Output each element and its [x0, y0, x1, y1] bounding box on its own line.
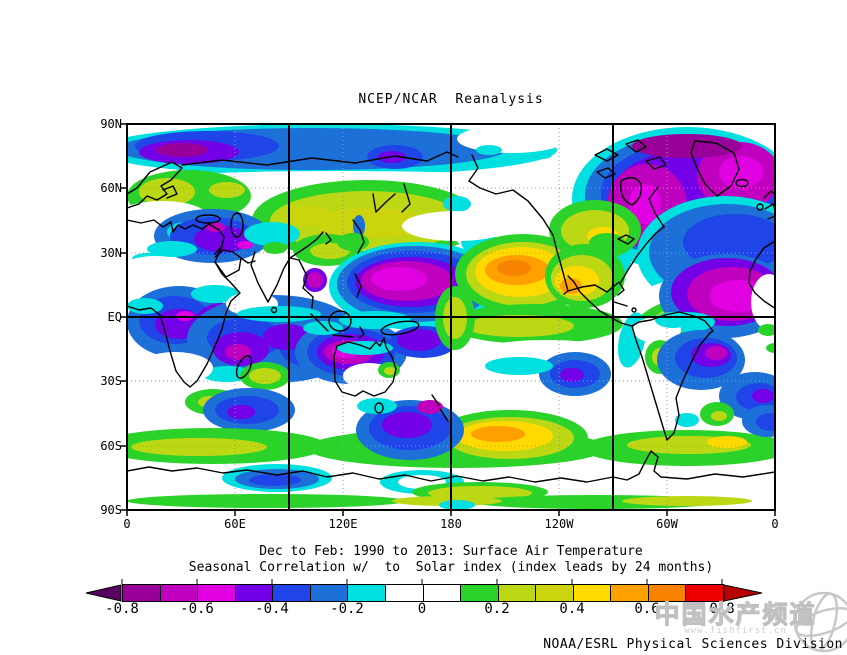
- colorbar-segment: [384, 585, 423, 601]
- colorbar-segment: [422, 585, 461, 601]
- colorbar-segment: [572, 585, 611, 601]
- y-axis-label-60s: 60S: [100, 439, 122, 453]
- colorbar-label: 0.6: [634, 601, 660, 617]
- colorbar-segment: [347, 585, 385, 601]
- colorbar-left-arrow: [85, 584, 122, 602]
- colorbar-label: 0.2: [484, 601, 510, 617]
- colorbar-segment: [685, 585, 723, 601]
- colorbar-ticks: [121, 579, 723, 584]
- y-axis-label-90n: 90N: [100, 117, 122, 131]
- y-axis-label-90s: 90S: [100, 503, 122, 517]
- colorbar-segment: [535, 585, 573, 601]
- colorbar-segment: [460, 585, 498, 601]
- colorbar-label: 0.8: [709, 601, 735, 617]
- caption-line-2: Seasonal Correlation w/ to Solar index (…: [188, 560, 714, 575]
- y-axis-label-eq: EQ: [107, 310, 122, 324]
- watermark-text: 中国水产频道: [654, 600, 817, 630]
- x-axis-label-60e: 60E: [224, 517, 246, 531]
- colorbar-label: -0.4: [255, 601, 289, 617]
- credit-text: NOAA/ESRL Physical Sciences Division: [543, 637, 843, 652]
- colorbar-segment: [197, 585, 235, 601]
- colorbar-segment: [647, 585, 686, 601]
- x-axis-label-180: 180: [440, 517, 462, 531]
- x-axis-label-60w: 60W: [656, 517, 678, 531]
- caption-line-1: Dec to Feb: 1990 to 2013: Surface Air Te…: [259, 544, 643, 559]
- colorbar: [122, 584, 724, 602]
- globe-icon: [793, 591, 847, 653]
- x-axis-label-0-right: 0: [771, 517, 779, 531]
- map-gridlines: [127, 124, 775, 510]
- x-axis-label-120w: 120W: [544, 517, 574, 531]
- colorbar-label: -0.2: [330, 601, 364, 617]
- colorbar-label: 0: [417, 601, 427, 617]
- plot-title: NCEP/NCAR Reanalysis: [358, 92, 544, 107]
- y-axis-label-60n: 60N: [100, 181, 122, 195]
- colorbar-segment: [309, 585, 348, 601]
- colorbar-segment: [159, 585, 198, 601]
- colorbar-label: -0.6: [180, 601, 214, 617]
- y-axis-label-30n: 30N: [100, 246, 122, 260]
- axis-ticks: [120, 123, 776, 516]
- colorbar-segment: [272, 585, 310, 601]
- y-axis-label-30s: 30S: [100, 374, 122, 388]
- colorbar-segment: [610, 585, 648, 601]
- watermark-url: www.fishfirst.cn: [684, 626, 787, 636]
- x-axis-label-120e: 120E: [328, 517, 358, 531]
- x-axis-label-0: 0: [123, 517, 131, 531]
- map-coastlines: [127, 139, 775, 483]
- colorbar-label: 0.4: [559, 601, 585, 617]
- colorbar-right-arrow: [723, 584, 763, 602]
- colorbar-segment: [123, 585, 160, 601]
- colorbar-segment: [234, 585, 273, 601]
- colorbar-label: -0.8: [105, 601, 139, 617]
- colorbar-segment: [497, 585, 536, 601]
